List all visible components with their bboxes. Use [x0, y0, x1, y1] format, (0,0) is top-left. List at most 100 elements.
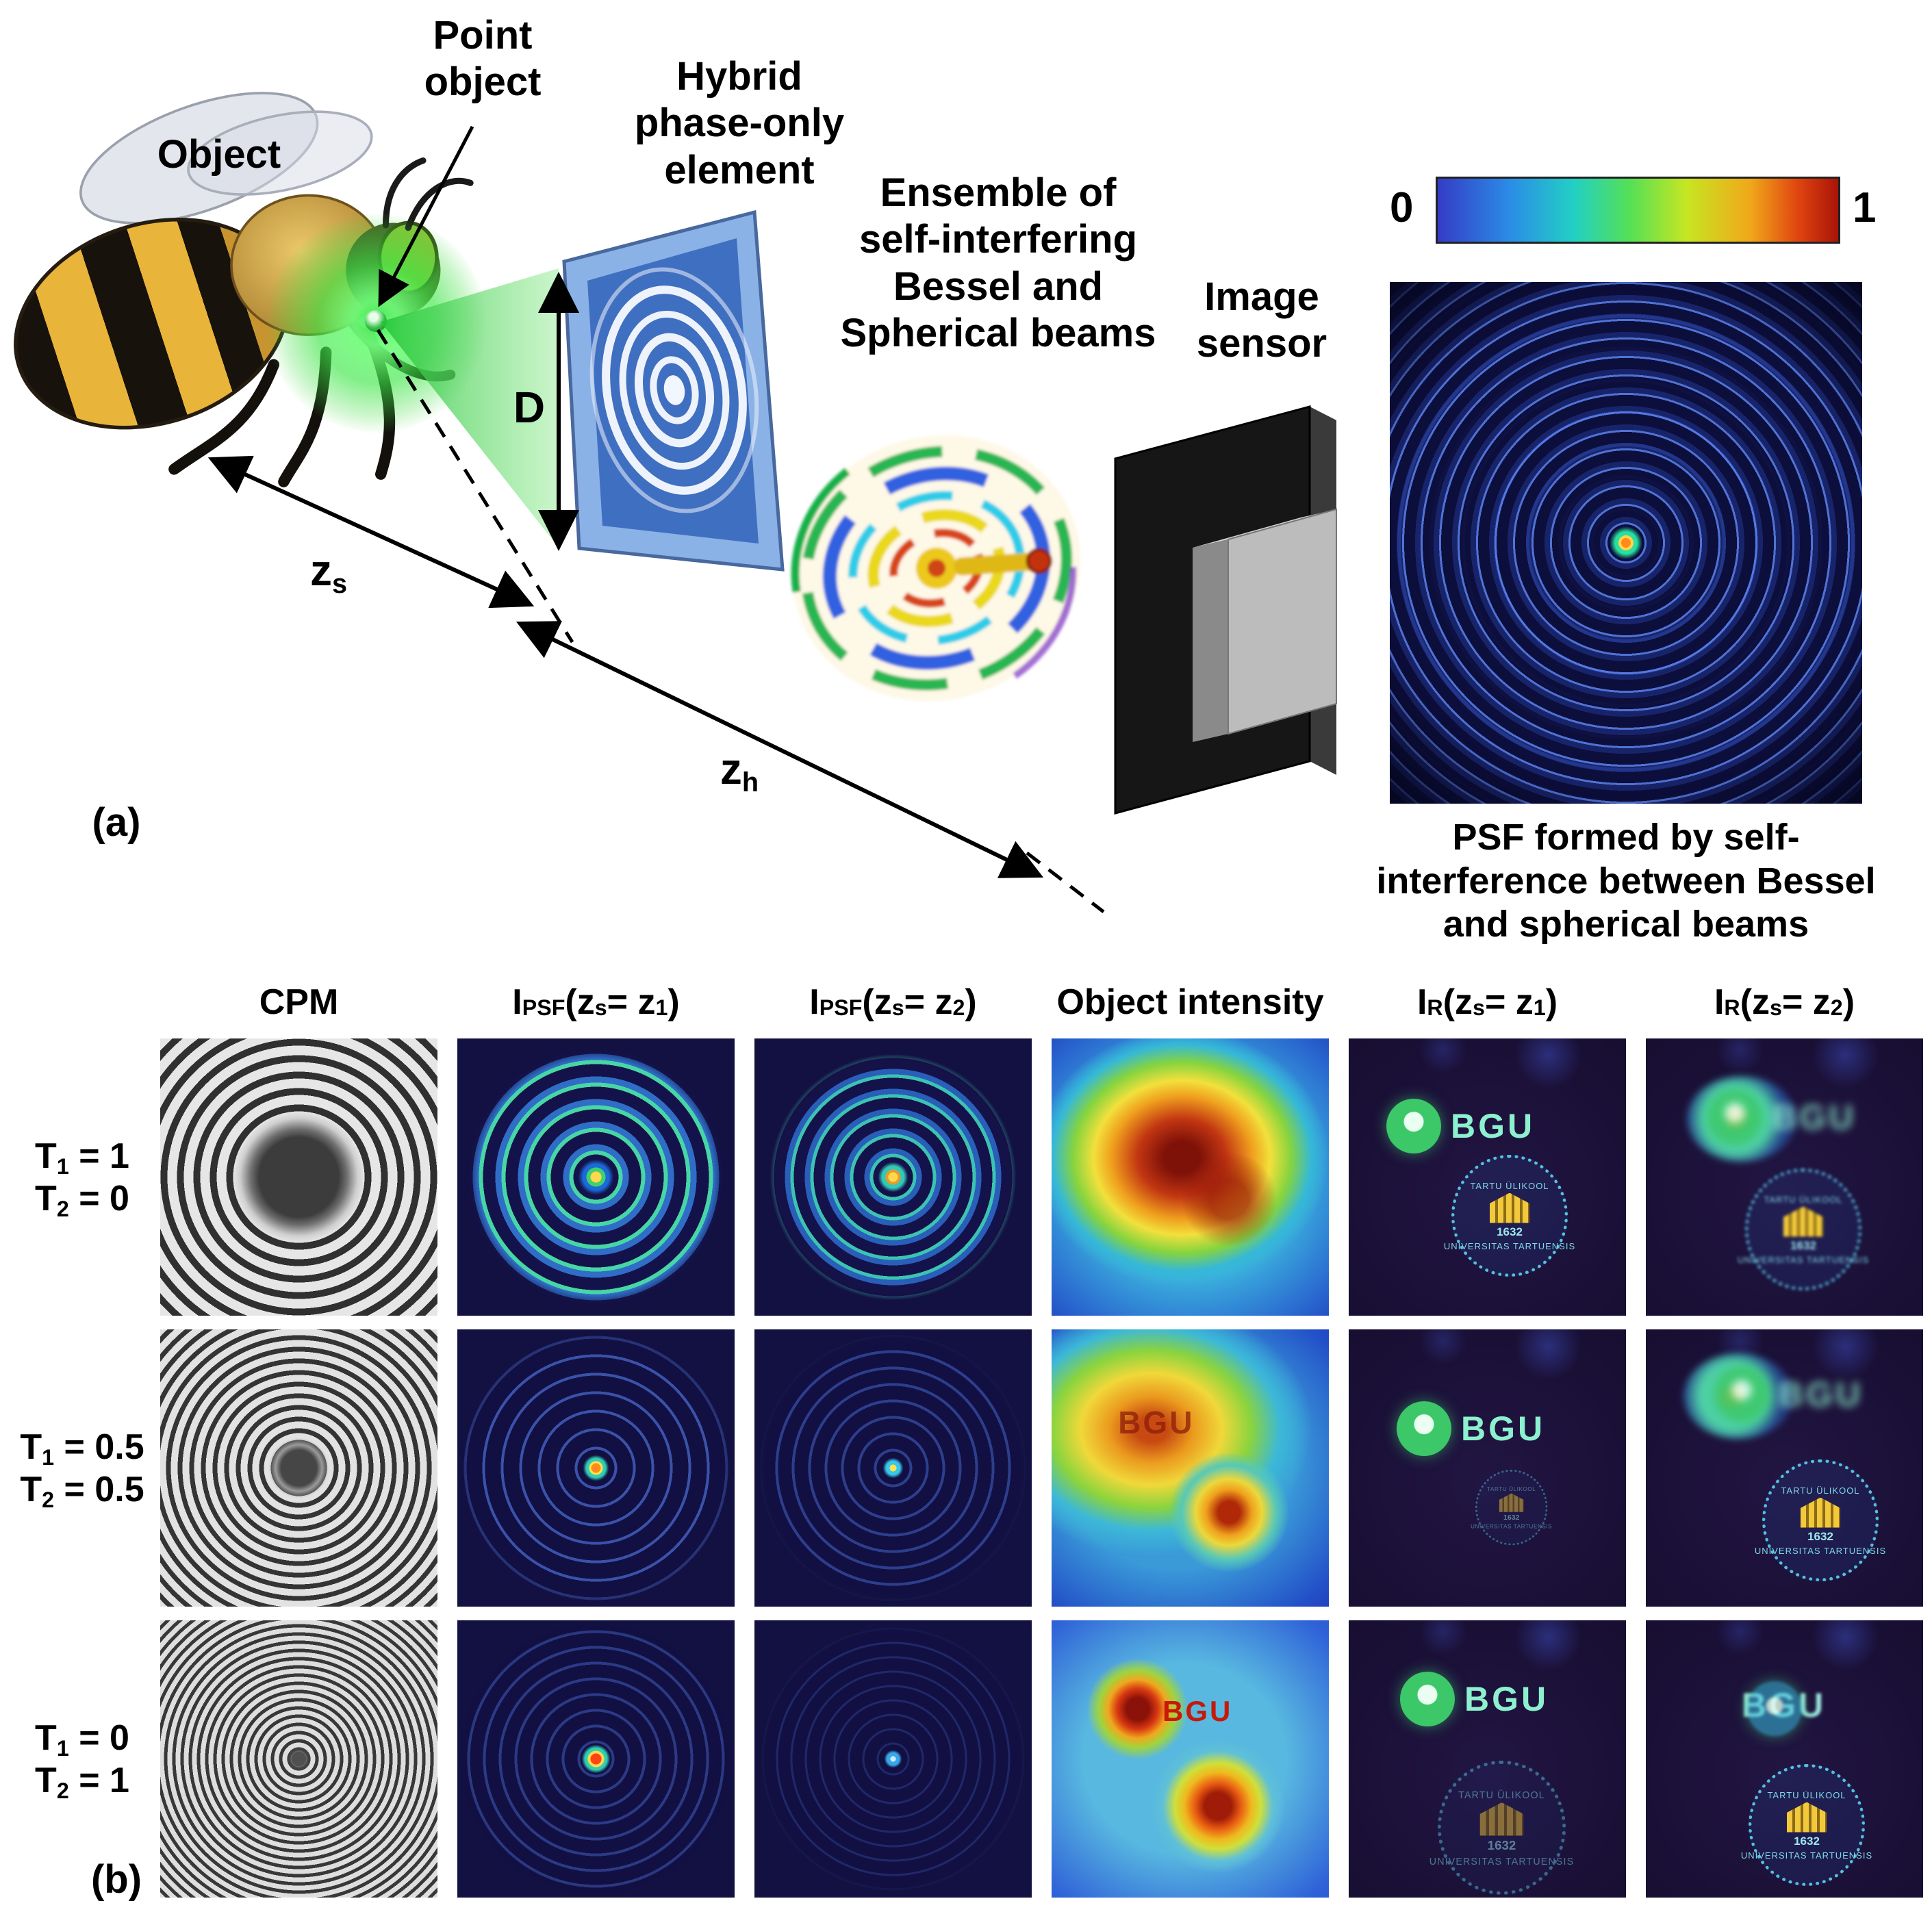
dashed-line	[1026, 852, 1105, 913]
row-label-3: T1 = 0 T2 = 1	[7, 1715, 157, 1804]
bee-leg	[168, 359, 279, 475]
sensor-line: Image	[1204, 275, 1319, 319]
reconstruction-z1-image-r3: BGU TARTU ÜLIKOOL 1632 UNIVERSITAS TARTU…	[1349, 1620, 1626, 1898]
seal-bottom-text: UNIVERSITAS TARTUENSIS	[1754, 1545, 1887, 1556]
reconstruction-z2-image-r2: BGU TARTU ÜLIKOOL 1632 UNIVERSITAS TARTU…	[1646, 1329, 1923, 1607]
hybrid-element-label: Hybrid phase-only element	[602, 53, 876, 194]
ipsf-z2-image-r2	[754, 1329, 1032, 1607]
seal-bottom-text: UNIVERSITAS TARTUENSIS	[1740, 1850, 1873, 1861]
reconstruction-z1-image-r2: BGU TARTU ÜLIKOOL 1632 UNIVERSITAS TARTU…	[1349, 1329, 1626, 1607]
seal-building-icon	[1783, 1206, 1823, 1237]
university-seal: TARTU ÜLIKOOL 1632 UNIVERSITAS TARTUENSI…	[1741, 1764, 1872, 1886]
image-sensor-graphic	[1114, 405, 1337, 815]
seal-top-text: TARTU ÜLIKOOL	[1764, 1194, 1843, 1205]
psf-caption: PSF formed by self- interference between…	[1369, 816, 1883, 947]
bgu-label: BGU	[1464, 1680, 1549, 1718]
bgu-logo-blurred: BGU	[1714, 1367, 1863, 1422]
ipsf-z1-image-r1	[457, 1038, 735, 1316]
bgu-label: BGU	[1451, 1107, 1536, 1145]
cpm-image-r2	[160, 1329, 437, 1607]
bee-antenna	[405, 177, 474, 231]
row-label-line: T1 = 1	[35, 1136, 129, 1179]
seal-top-text: TARTU ÜLIKOOL	[1767, 1789, 1846, 1800]
seal-bottom-text: UNIVERSITAS TARTUENSIS	[1443, 1240, 1576, 1251]
ensemble-line: Spherical beams	[840, 311, 1156, 356]
hybrid-line: element	[664, 147, 815, 192]
seal-bottom-text: UNIVERSITAS TARTUENSIS	[1429, 1855, 1575, 1867]
university-seal: TARTU ÜLIKOOL 1632 UNIVERSITAS TARTUENSI…	[1471, 1470, 1552, 1546]
point-object-sphere	[365, 310, 387, 332]
bee-wing	[187, 110, 373, 196]
phase-element-graphic	[562, 209, 785, 572]
reconstruction-z2-image-r1: BGU TARTU ÜLIKOOL 1632 UNIVERSITAS TARTU…	[1646, 1038, 1923, 1316]
row-label-line: T2 = 0.5	[20, 1470, 144, 1513]
seal-top-text: TARTU ÜLIKOOL	[1470, 1180, 1549, 1191]
psf-image	[1390, 282, 1862, 804]
seal-building-icon	[1479, 1802, 1524, 1836]
bgu-logo-icon	[1714, 1367, 1769, 1422]
bgu-logo-icon	[1707, 1090, 1762, 1145]
psf-caption-line: PSF formed by self-	[1452, 817, 1800, 858]
colorbar	[1436, 177, 1840, 244]
cpm-image-r1	[160, 1038, 437, 1316]
object-label: Object	[157, 132, 281, 177]
point-object-line: Point	[433, 13, 533, 58]
object-intensity-image-r3: BGU	[1052, 1620, 1329, 1898]
ensemble-graphic	[791, 435, 1081, 701]
colorbar-max-label: 1	[1853, 184, 1877, 231]
hybrid-line: Hybrid	[676, 54, 802, 99]
column-header-ipsf-z1: I PSF (z s = z 1)	[512, 982, 680, 1022]
bgu-label: BGU	[1461, 1409, 1546, 1448]
panel-b-tag: (b)	[90, 1857, 142, 1902]
column-header-cpm: CPM	[259, 982, 339, 1022]
aperture-label: D	[513, 383, 546, 432]
bgu-logo: BGU	[1397, 1401, 1545, 1456]
seal-top-text: TARTU ÜLIKOOL	[1781, 1485, 1860, 1496]
column-header-ir-z1: I R (z s = z 1)	[1416, 982, 1558, 1022]
zh-label: zh	[720, 744, 759, 798]
row-label-line: T2 = 0	[35, 1179, 129, 1222]
ensemble-line: self-interfering	[859, 217, 1138, 262]
row-label-2: T1 = 0.5 T2 = 0.5	[7, 1424, 157, 1513]
seal-year: 1632	[1487, 1837, 1516, 1852]
seal-year: 1632	[1497, 1225, 1523, 1238]
seal-building-icon	[1787, 1802, 1827, 1833]
ipsf-z2-image-r1	[754, 1038, 1032, 1316]
results-grid: CPM I PSF (z s = z 1) I PSF (z s = z 2) Object…	[160, 979, 1923, 1898]
seal-top-text: TARTU ÜLIKOOL	[1458, 1789, 1545, 1800]
seal-top-text: TARTU ÜLIKOOL	[1487, 1485, 1536, 1492]
seal-year: 1632	[1794, 1834, 1820, 1848]
seal-year: 1632	[1790, 1238, 1816, 1252]
object-intensity-image-r2: BGU	[1052, 1329, 1329, 1607]
bgu-logo-icon	[1386, 1099, 1441, 1153]
university-seal: TARTU ÜLIKOOL 1632 UNIVERSITAS TARTUENSI…	[1444, 1155, 1575, 1277]
object-intensity-image-r1	[1052, 1038, 1329, 1316]
ipsf-z1-image-r2	[457, 1329, 735, 1607]
row-label-1: T1 = 1 T2 = 0	[7, 1133, 157, 1222]
ensemble-line: Bessel and	[893, 264, 1104, 309]
psf-caption-line: interference between Bessel	[1376, 860, 1876, 902]
sensor-line: sensor	[1196, 321, 1327, 366]
seal-year: 1632	[1503, 1513, 1520, 1522]
bgu-faint-label: BGU	[1118, 1405, 1195, 1441]
image-sensor-label: Image sensor	[1156, 274, 1368, 368]
seal-building-icon	[1490, 1192, 1529, 1223]
ensemble-label: Ensemble of self-interfering Bessel and …	[793, 170, 1204, 357]
row-label-line: T1 = 0	[35, 1718, 129, 1761]
ensemble-line: Ensemble of	[880, 170, 1117, 215]
column-header-ipsf-z2: I PSF (z s = z 2)	[809, 982, 977, 1022]
panel-a: Point object Object Hybrid phase-only el…	[0, 0, 1932, 958]
column-header-ir-z2: I R (z s = z 2)	[1714, 982, 1855, 1022]
bgu-logo-icon	[1747, 1681, 1802, 1736]
seal-bottom-text: UNIVERSITAS TARTUENSIS	[1737, 1254, 1870, 1265]
reconstruction-z2-image-r3: BGU TARTU ÜLIKOOL 1632 UNIVERSITAS TARTU…	[1646, 1620, 1923, 1898]
point-object-label: Point object	[383, 12, 582, 106]
bgu-logo: BGU	[1400, 1672, 1549, 1726]
row-label-line: T1 = 0.5	[20, 1427, 144, 1470]
seal-building-icon	[1801, 1497, 1840, 1528]
university-seal: TARTU ÜLIKOOL 1632 UNIVERSITAS TARTUENSI…	[1429, 1761, 1573, 1895]
bgu-logo: BGU	[1386, 1099, 1535, 1153]
ipsf-z1-image-r3	[457, 1620, 735, 1898]
bgu-logo-icon	[1397, 1401, 1451, 1456]
bgu-logo-icon	[1400, 1672, 1455, 1726]
